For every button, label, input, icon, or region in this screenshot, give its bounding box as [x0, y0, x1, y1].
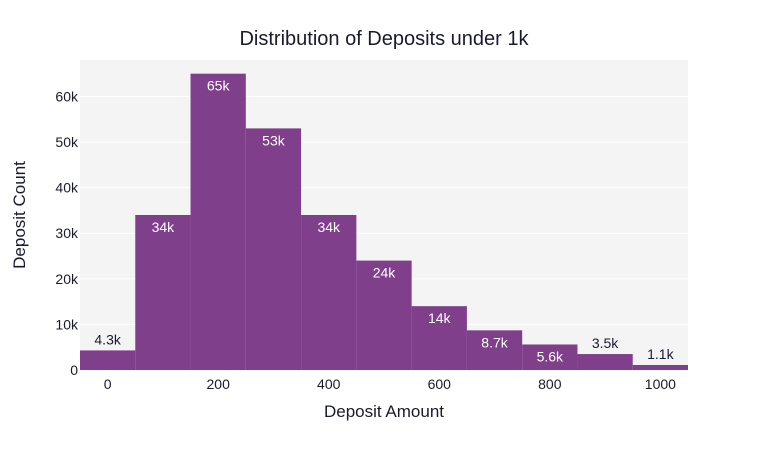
histogram-bar	[245, 128, 302, 370]
bar-value-label: 53k	[262, 132, 286, 148]
y-tick-label: 10k	[55, 316, 79, 332]
y-tick-label: 0	[70, 362, 78, 378]
x-axis-title: Deposit Amount	[324, 402, 444, 421]
histogram-bar	[522, 344, 578, 370]
histogram-bar	[190, 73, 246, 371]
histogram-bar	[356, 260, 412, 370]
histogram-bar	[577, 354, 633, 370]
histogram-bar	[411, 306, 467, 370]
x-tick-label: 600	[428, 376, 452, 392]
x-tick-label: 0	[104, 376, 112, 392]
y-tick-label: 60k	[55, 88, 79, 104]
bar-value-label: 8.7k	[481, 334, 508, 350]
x-tick-label: 1000	[645, 376, 676, 392]
x-tick-label: 200	[207, 376, 231, 392]
bar-value-label: 14k	[428, 310, 452, 326]
y-tick-label: 40k	[55, 180, 79, 196]
bar-value-label: 24k	[373, 265, 397, 281]
histogram-bar	[80, 350, 136, 370]
x-tick-label: 800	[538, 376, 562, 392]
y-tick-label: 20k	[55, 271, 79, 287]
x-axis-ticks: 0 200 400 600 800 1000	[104, 376, 676, 392]
bar-value-label: 65k	[207, 78, 231, 94]
y-axis-ticks: 0 10k 20k 30k 40k 50k 60k	[55, 88, 79, 378]
y-tick-label: 30k	[55, 225, 79, 241]
y-axis-title: Deposit Count	[10, 161, 29, 269]
chart-title: Distribution of Deposits under 1k	[239, 28, 529, 50]
bar-value-label: 1.1k	[647, 346, 674, 362]
y-tick-label: 50k	[55, 134, 79, 150]
bars	[80, 73, 688, 371]
bar-labels: 4.3k 34k 65k 53k 34k 24k 14k 8.7k 5.6k 3.5k 1.1k	[94, 78, 674, 365]
bar-value-label: 34k	[317, 219, 341, 235]
histogram-bar	[301, 215, 357, 370]
bar-value-label: 5.6k	[537, 348, 564, 364]
histogram-bar	[466, 330, 523, 370]
bar-value-label: 4.3k	[94, 331, 121, 347]
histogram-bar	[135, 215, 191, 370]
bar-value-label: 34k	[152, 219, 176, 235]
histogram-bar	[632, 364, 688, 370]
x-tick-label: 400	[317, 376, 341, 392]
bar-value-label: 3.5k	[592, 335, 619, 351]
